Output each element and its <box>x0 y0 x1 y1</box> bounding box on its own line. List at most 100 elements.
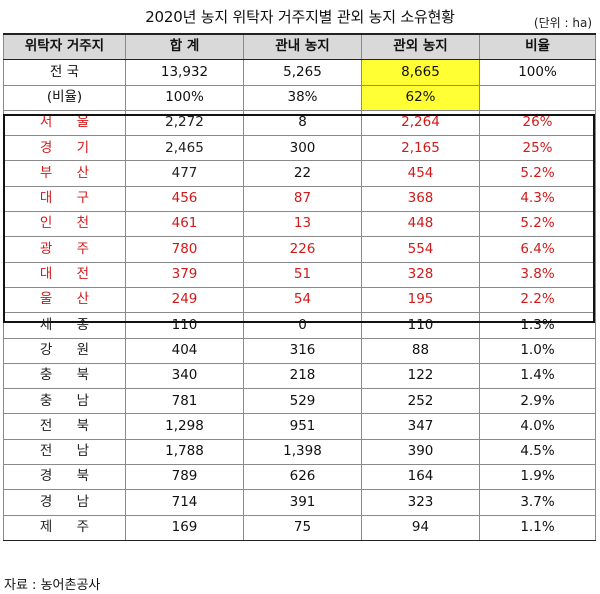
cell-ratio: 5.2% <box>479 211 596 238</box>
cell-name: 제 주 <box>3 514 126 541</box>
table-row: 대 구 456 87 368 4.3% <box>3 185 596 213</box>
share-outside: 62% <box>361 84 480 111</box>
cell-inside: 951 <box>243 413 362 440</box>
cell-sum: 780 <box>125 236 244 263</box>
total-ratio: 100% <box>479 59 596 86</box>
cell-inside: 13 <box>243 211 362 238</box>
cell-outside: 2,264 <box>361 109 480 137</box>
cell-sum: 1,298 <box>125 413 244 440</box>
table-row: 전 북 1,298 951 347 4.0% <box>3 413 596 440</box>
cell-ratio: 6.4% <box>479 236 596 263</box>
cell-sum: 461 <box>125 211 244 238</box>
cell-sum: 340 <box>125 362 244 390</box>
cell-outside: 2,165 <box>361 135 480 162</box>
cell-inside: 22 <box>243 160 362 187</box>
column-header-outside: 관외 농지 <box>361 33 480 61</box>
table-row: 울 산 249 54 195 2.2% <box>3 286 596 314</box>
cell-outside: 390 <box>361 438 480 466</box>
cell-ratio: 4.0% <box>479 413 596 440</box>
cell-inside: 391 <box>243 489 362 516</box>
cell-name: 경 북 <box>3 464 126 491</box>
cell-sum: 110 <box>125 312 244 339</box>
cell-sum: 169 <box>125 514 244 541</box>
table-title: 2020년 농지 위탁자 거주지별 관외 농지 소유현황 <box>145 8 455 26</box>
cell-inside: 1,398 <box>243 438 362 466</box>
cell-sum: 781 <box>125 388 244 415</box>
cell-inside: 51 <box>243 261 362 288</box>
column-header-residence: 위탁자 거주지 <box>3 33 126 61</box>
table-row: 제 주 169 75 94 1.1% <box>3 514 596 541</box>
cell-inside: 218 <box>243 362 362 390</box>
cell-sum: 789 <box>125 464 244 491</box>
cell-sum: 249 <box>125 286 244 314</box>
cell-ratio: 1.0% <box>479 337 596 364</box>
table-row: 강 원 404 316 88 1.0% <box>3 337 596 364</box>
cell-ratio: 1.1% <box>479 514 596 541</box>
cell-outside: 368 <box>361 185 480 213</box>
cell-name: 강 원 <box>3 337 126 364</box>
cell-outside: 323 <box>361 489 480 516</box>
share-ratio <box>479 84 596 111</box>
table-row: 대 전 379 51 328 3.8% <box>3 261 596 288</box>
table-row: 경 북 789 626 164 1.9% <box>3 464 596 491</box>
table-row: 세 종 110 0 110 1.3% <box>3 312 596 339</box>
cell-sum: 714 <box>125 489 244 516</box>
table-row: 전 남 1,788 1,398 390 4.5% <box>3 438 596 466</box>
cell-ratio: 1.3% <box>479 312 596 339</box>
cell-ratio: 4.3% <box>479 185 596 213</box>
table-row: 광 주 780 226 554 6.4% <box>3 236 596 263</box>
table-row: 경 기 2,465 300 2,165 25% <box>3 135 596 162</box>
cell-name: 충 북 <box>3 362 126 390</box>
cell-name: 전 북 <box>3 413 126 440</box>
table-row: 서 울 2,272 8 2,264 26% <box>3 109 596 137</box>
table-row-share: (비율) 100% 38% 62% <box>3 84 596 111</box>
cell-outside: 88 <box>361 337 480 364</box>
cell-outside: 110 <box>361 312 480 339</box>
cell-inside: 226 <box>243 236 362 263</box>
cell-inside: 0 <box>243 312 362 339</box>
unit-label: (단위 : ha) <box>533 16 592 30</box>
cell-sum: 2,272 <box>125 109 244 137</box>
cell-name: 경 기 <box>3 135 126 162</box>
column-header-sum: 합 계 <box>125 33 244 61</box>
cell-ratio: 1.4% <box>479 362 596 390</box>
cell-ratio: 2.9% <box>479 388 596 415</box>
cell-name: 충 남 <box>3 388 126 415</box>
cell-outside: 454 <box>361 160 480 187</box>
cell-outside: 195 <box>361 286 480 314</box>
cell-inside: 54 <box>243 286 362 314</box>
cell-sum: 1,788 <box>125 438 244 466</box>
cell-outside: 347 <box>361 413 480 440</box>
cell-ratio: 3.7% <box>479 489 596 516</box>
cell-name: 서 울 <box>3 109 126 137</box>
cell-ratio: 26% <box>479 109 596 137</box>
cell-name: 대 전 <box>3 261 126 288</box>
source-note: 자료 : 농어촌공사 <box>4 578 101 593</box>
cell-sum: 404 <box>125 337 244 364</box>
cell-inside: 300 <box>243 135 362 162</box>
cell-inside: 87 <box>243 185 362 213</box>
total-outside: 8,665 <box>361 59 480 86</box>
table-row: 부 산 477 22 454 5.2% <box>3 160 596 187</box>
column-header-inside: 관내 농지 <box>243 33 362 61</box>
cell-name: 대 구 <box>3 185 126 213</box>
cell-outside: 252 <box>361 388 480 415</box>
farmland-table: 위탁자 거주지 합 계 관내 농지 관외 농지 비율 전 국 13,932 5,… <box>3 33 596 541</box>
column-header-ratio: 비율 <box>479 33 596 61</box>
cell-sum: 2,465 <box>125 135 244 162</box>
cell-outside: 448 <box>361 211 480 238</box>
share-inside: 38% <box>243 84 362 111</box>
share-name: (비율) <box>3 84 126 111</box>
cell-inside: 626 <box>243 464 362 491</box>
cell-sum: 456 <box>125 185 244 213</box>
cell-outside: 94 <box>361 514 480 541</box>
table-row: 인 천 461 13 448 5.2% <box>3 211 596 238</box>
cell-ratio: 5.2% <box>479 160 596 187</box>
cell-outside: 122 <box>361 362 480 390</box>
cell-inside: 316 <box>243 337 362 364</box>
total-sum: 13,932 <box>125 59 244 86</box>
cell-ratio: 1.9% <box>479 464 596 491</box>
cell-sum: 379 <box>125 261 244 288</box>
table-row-total: 전 국 13,932 5,265 8,665 100% <box>3 59 596 86</box>
cell-name: 울 산 <box>3 286 126 314</box>
